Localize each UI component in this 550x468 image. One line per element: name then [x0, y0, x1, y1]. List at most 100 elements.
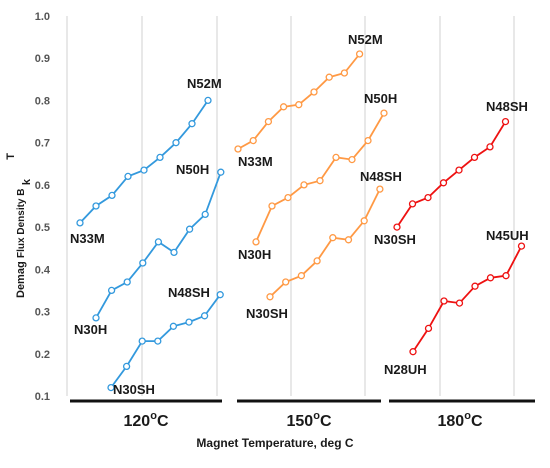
series-label-n30sh: N30SH [113, 382, 155, 397]
data-point [486, 274, 495, 282]
data-point [266, 293, 274, 301]
data-point [279, 103, 288, 111]
y-axis-title-unit: T [5, 153, 17, 160]
data-point [185, 318, 193, 326]
data-point [393, 223, 401, 231]
series-label-n48sh: N48SH [168, 285, 210, 300]
data-point [216, 291, 224, 299]
data-point [316, 177, 324, 185]
data-point [156, 153, 164, 162]
data-point [409, 348, 417, 356]
y-tick-label: 0.2 [35, 349, 50, 361]
data-point [252, 238, 260, 246]
data-point [424, 193, 432, 202]
data-point [170, 248, 178, 257]
y-tick-labels: 0.1 0.2 0.3 0.4 0.5 0.6 0.7 0.8 0.9 1.0 [35, 11, 51, 403]
series-label-n48sh: N48SH [486, 99, 528, 114]
series-label-n30sh: N30SH [374, 232, 416, 247]
y-tick-label: 0.3 [35, 307, 50, 319]
y-tick-label: 0.4 [35, 264, 51, 276]
data-point [340, 69, 349, 77]
data-point [154, 238, 163, 246]
data-point [268, 202, 276, 210]
data-point [108, 191, 116, 200]
data-point [439, 179, 448, 187]
data-point [217, 168, 225, 176]
y-tick-label: 1.0 [35, 11, 50, 23]
data-point [344, 236, 353, 244]
data-point [455, 166, 463, 174]
data-point [249, 136, 257, 145]
data-point [123, 278, 131, 286]
group-label-180: 180oC [438, 410, 483, 430]
data-point [470, 153, 479, 162]
data-point [471, 282, 479, 290]
series-line-n30sh-n48sh-120 [110, 294, 221, 389]
data-point [501, 117, 510, 126]
data-point [376, 185, 384, 193]
y-tick-label: 0.8 [35, 95, 50, 107]
series-labels: N33M N52M N30H N50H N30SH N48SH N33M N52M N30H N5… [70, 32, 529, 397]
data-point [440, 297, 448, 305]
data-point [360, 217, 368, 225]
data-point [200, 312, 209, 320]
data-point [502, 272, 510, 280]
data-point [107, 383, 115, 392]
data-point [364, 136, 372, 145]
series-label-n30h: N30H [74, 322, 107, 337]
y-axis-title: Demag Flux Density B k T [5, 153, 33, 298]
data-point [92, 314, 100, 322]
data-point [172, 139, 180, 147]
data-point [332, 153, 340, 162]
series-label-n30h: N30H [238, 247, 271, 262]
y-tick-label: 0.7 [35, 138, 50, 150]
data-point [122, 362, 131, 371]
data-point [169, 322, 178, 330]
temperature-groups: 120oC 150oC 180oC [70, 399, 535, 430]
data-point [297, 272, 306, 280]
grid [66, 16, 515, 396]
data-point [424, 324, 433, 333]
x-axis-title: Magnet Temperature, deg C [196, 436, 354, 450]
series-label-n30sh: N30SH [246, 306, 288, 321]
series-label-n33m: N33M [238, 154, 273, 169]
data-point [517, 242, 526, 250]
series-label-n50h: N50H [364, 91, 397, 106]
series-label-n45uh: N45UH [486, 228, 529, 243]
y-tick-label: 0.6 [35, 180, 50, 192]
series-label-n52m: N52M [187, 76, 222, 91]
data-point [234, 145, 242, 153]
series-label-n48sh: N48SH [360, 169, 402, 184]
data-point [107, 286, 116, 295]
svg-text:Demag Flux D: Demag Flux Density B k T [5, 153, 33, 298]
data-point [185, 225, 194, 233]
y-axis-title-main: Flux Density B [16, 189, 27, 258]
data-point [140, 166, 148, 174]
y-tick-label: 0.9 [35, 53, 50, 65]
data-point [310, 88, 318, 96]
data-point [138, 337, 146, 345]
data-point [201, 210, 209, 219]
series-line-n30sh-n48sh-180 [396, 121, 507, 228]
data-point [408, 200, 417, 208]
data-point [295, 101, 303, 109]
data-point [124, 172, 132, 181]
data-point [313, 257, 321, 265]
data-point [348, 155, 356, 164]
series-label-n50h: N50H [176, 162, 209, 177]
series-label-n52m: N52M [348, 32, 383, 47]
data-point [355, 50, 364, 58]
y-axis-title-prefix: Demag [15, 261, 27, 298]
data-point [264, 117, 273, 126]
data-point [154, 337, 162, 345]
data-point [139, 259, 147, 267]
data-point [188, 120, 196, 128]
data-point [329, 234, 337, 242]
group-label-120: 120oC [124, 410, 169, 430]
data-point [204, 96, 212, 105]
data-point [282, 278, 290, 286]
y-axis-title-subscript: k [21, 178, 33, 185]
data-point [76, 219, 84, 227]
